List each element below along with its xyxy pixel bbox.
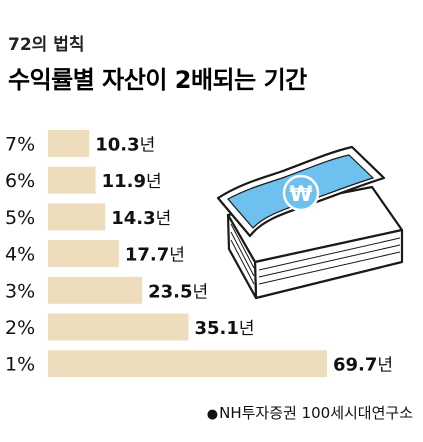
value-label: 23.5년 <box>148 281 208 302</box>
value-label: 11.9년 <box>102 171 162 192</box>
chart-subtitle: 72의 법칙 <box>8 35 85 55</box>
value-label: 35.1년 <box>195 318 255 339</box>
category-label: 2% <box>5 317 35 339</box>
bar <box>48 240 119 268</box>
bar <box>48 313 189 341</box>
value-label: 69.7년 <box>333 355 393 376</box>
bar <box>48 276 143 304</box>
bar <box>48 350 327 378</box>
category-label: 5% <box>5 207 35 229</box>
category-label: 6% <box>5 170 35 192</box>
chart-title: 수익률별 자산이 2배되는 기간 <box>8 66 307 94</box>
won-sign-icon: ₩ <box>282 174 320 212</box>
value-label: 10.3년 <box>95 135 155 156</box>
svg-text:₩: ₩ <box>289 182 312 206</box>
category-label: 7% <box>5 134 35 156</box>
category-label: 4% <box>5 244 35 266</box>
bar <box>48 130 90 157</box>
source-text: NH투자증권 100세시대연구소 <box>219 404 413 422</box>
source-bullet: ● <box>206 407 219 422</box>
bar <box>48 203 106 231</box>
bar <box>48 166 96 194</box>
money-stack-icon: ₩ <box>216 145 404 300</box>
category-label: 3% <box>5 280 35 302</box>
bars-layer: 7% 10.3년 6% 11.9년 5% 14.3년 4% 17.7년 3% 23.5년 2% 35.… <box>5 130 393 378</box>
value-label: 14.3년 <box>111 208 171 229</box>
category-label: 1% <box>5 354 35 376</box>
value-label: 17.7년 <box>125 245 185 266</box>
source-note: ●NH투자증권 100세시대연구소 <box>207 402 413 423</box>
